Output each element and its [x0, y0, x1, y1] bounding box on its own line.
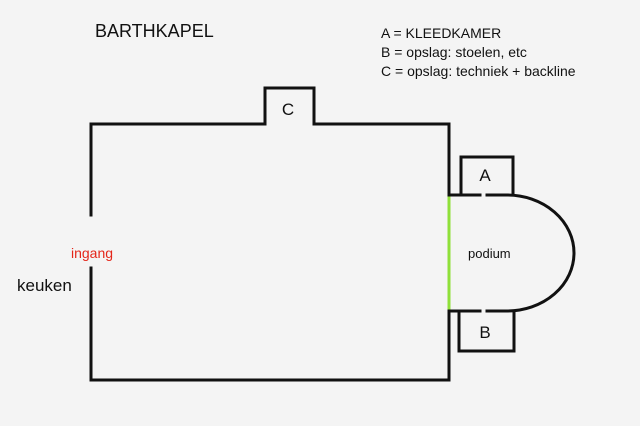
- legend-item-a: A = KLEEDKAMER: [381, 25, 502, 41]
- legend-item-c: C = opslag: techniek + backline: [381, 63, 576, 79]
- room-a-label: A: [479, 166, 491, 185]
- room-c-walls: [263, 86, 316, 126]
- room-c-label: C: [281, 100, 295, 119]
- room-b-walls: [457, 311, 516, 353]
- room-b-label: B: [479, 323, 491, 342]
- entrance-label: ingang: [71, 245, 114, 261]
- kitchen-label: keuken: [17, 276, 72, 295]
- room-a-walls: [459, 155, 515, 195]
- legend-item-b: B = opslag: stoelen, etc: [381, 44, 527, 60]
- podium-label: podium: [468, 246, 511, 261]
- podium-curved-wall: [505, 193, 576, 313]
- plan-title: BARTHKAPEL: [95, 21, 214, 41]
